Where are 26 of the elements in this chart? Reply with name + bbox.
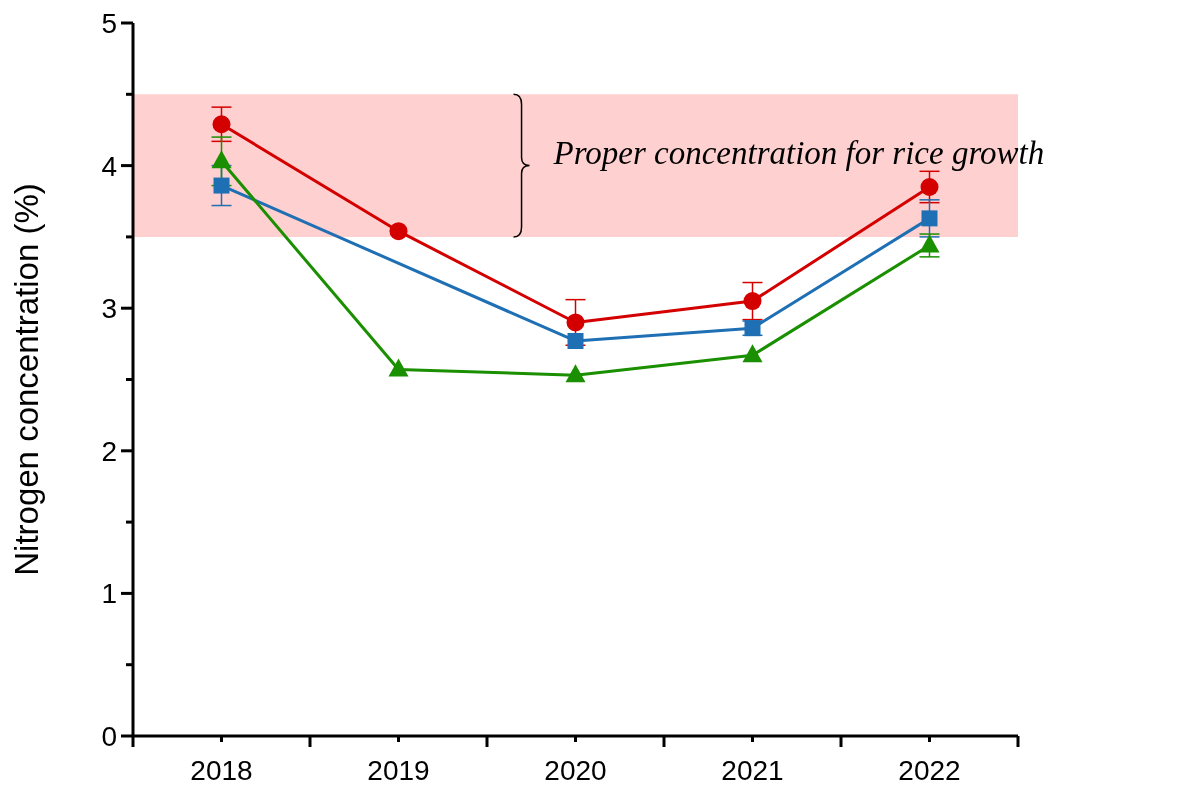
band-label: Proper concentration for rice growth	[552, 134, 1045, 171]
point	[743, 292, 762, 311]
point	[211, 150, 232, 169]
point	[212, 115, 231, 134]
point	[919, 234, 940, 253]
point	[213, 177, 230, 194]
point	[566, 313, 585, 332]
x-tick-label: 2020	[544, 755, 607, 786]
x-tick-label: 2022	[898, 755, 961, 786]
x-tick-label: 2021	[721, 755, 784, 786]
y-tick-label: 0	[101, 721, 117, 752]
point	[565, 364, 586, 383]
point	[742, 344, 763, 363]
y-axis-title: Nitrogen concentration (%)	[8, 183, 45, 576]
point	[921, 210, 938, 227]
point	[389, 222, 408, 241]
y-tick-label: 4	[101, 150, 117, 182]
x-tick-label: 2018	[190, 755, 253, 786]
y-tick-label: 1	[101, 578, 117, 610]
y-tick-label: 5	[101, 8, 117, 39]
point	[920, 177, 939, 196]
point	[388, 358, 409, 377]
y-tick-label: 2	[101, 435, 117, 467]
y-tick-label: 3	[101, 293, 117, 325]
point	[567, 333, 584, 349]
x-tick-label: 2019	[367, 755, 430, 786]
